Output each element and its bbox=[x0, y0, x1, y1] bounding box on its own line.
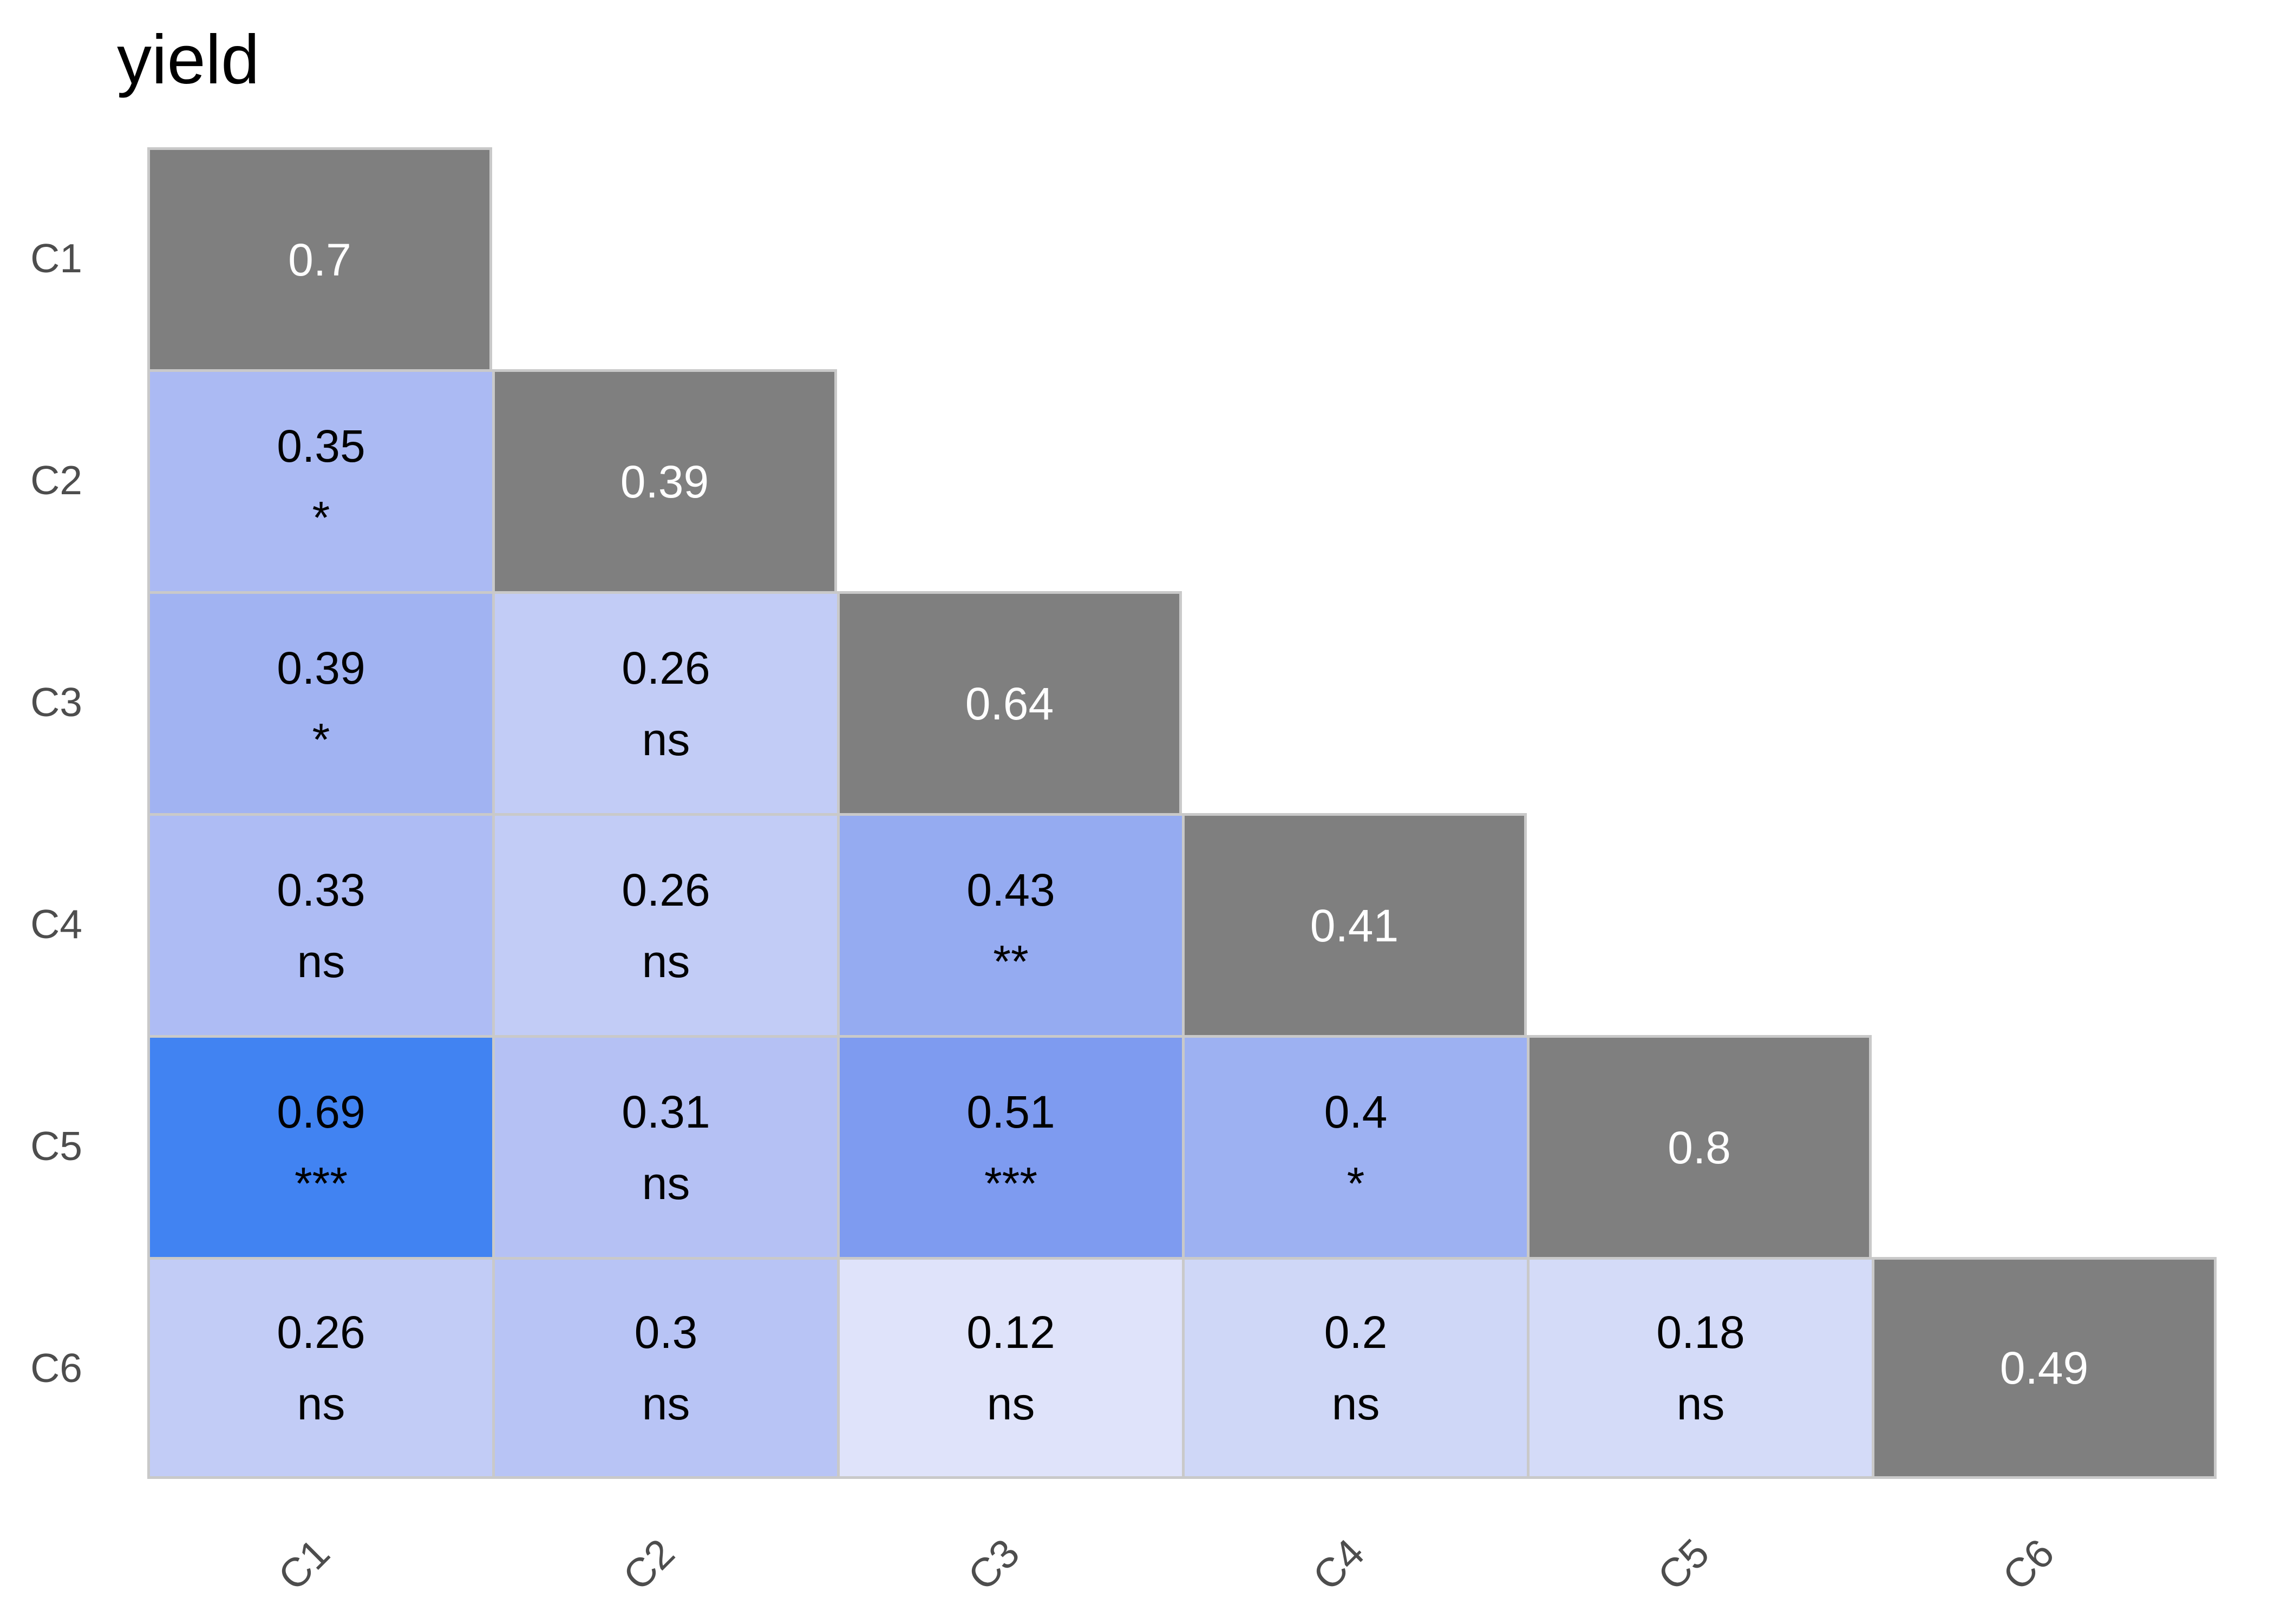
y-axis-label-c2: C2 bbox=[30, 457, 82, 503]
cell-value: 0.49 bbox=[1999, 1343, 2089, 1393]
matrix-cell-c5-c4: 0.4 * bbox=[1182, 1035, 1527, 1257]
cell-value: 0.12 bbox=[966, 1307, 1055, 1358]
x-axis-label-c1: C1 bbox=[269, 1530, 338, 1599]
matrix-cell-c6-c4: 0.2 ns bbox=[1182, 1257, 1527, 1479]
cell-significance: ns bbox=[297, 1378, 345, 1429]
cell-significance: *** bbox=[984, 1157, 1038, 1209]
x-axis-label-c4: C4 bbox=[1303, 1530, 1373, 1599]
matrix-cell-c5-c2: 0.31 ns bbox=[492, 1035, 837, 1257]
matrix-cell-c6-c2: 0.3 ns bbox=[492, 1257, 837, 1479]
cell-significance: ns bbox=[297, 935, 345, 987]
y-axis-label-c5: C5 bbox=[30, 1123, 82, 1169]
y-axis-label-c6: C6 bbox=[30, 1345, 82, 1391]
cell-value: 0.39 bbox=[620, 456, 709, 507]
matrix-cell-c5-c1: 0.69 *** bbox=[147, 1035, 492, 1257]
cell-significance: ns bbox=[642, 1378, 690, 1429]
cell-significance: ns bbox=[642, 935, 690, 987]
matrix-cell-c4-c1: 0.33 ns bbox=[147, 813, 492, 1035]
cell-value: 0.26 bbox=[622, 864, 710, 915]
matrix-cell-c6-c5: 0.18 ns bbox=[1527, 1257, 1872, 1479]
cell-value: 0.31 bbox=[622, 1086, 710, 1137]
cell-significance: ns bbox=[1331, 1378, 1380, 1429]
cell-significance: ns bbox=[986, 1378, 1035, 1429]
y-axis-label-c4: C4 bbox=[30, 901, 82, 947]
y-axis-label-c3: C3 bbox=[30, 679, 82, 725]
matrix-cell-c3-c3: 0.64 bbox=[837, 591, 1182, 813]
matrix-cell-c6-c3: 0.12 ns bbox=[837, 1257, 1182, 1479]
x-axis-label-c3: C3 bbox=[958, 1530, 1028, 1599]
cell-significance: * bbox=[312, 492, 330, 543]
x-axis-label-c6: C6 bbox=[1993, 1530, 2063, 1599]
cell-value: 0.26 bbox=[277, 1307, 365, 1358]
cell-significance: ns bbox=[1676, 1378, 1725, 1429]
matrix-cell-c6-c1: 0.26 ns bbox=[147, 1257, 492, 1479]
cell-value: 0.26 bbox=[622, 642, 710, 693]
cell-value: 0.2 bbox=[1324, 1307, 1388, 1358]
cell-value: 0.51 bbox=[966, 1086, 1055, 1137]
cell-significance: ns bbox=[642, 713, 690, 765]
cell-value: 0.7 bbox=[288, 234, 351, 285]
chart-title: yield bbox=[117, 21, 260, 99]
matrix-cell-c2-c2: 0.39 bbox=[492, 369, 837, 591]
x-axis-label-c2: C2 bbox=[613, 1530, 683, 1599]
cell-significance: ** bbox=[993, 935, 1029, 987]
cell-value: 0.3 bbox=[634, 1307, 698, 1358]
cell-value: 0.35 bbox=[277, 420, 365, 472]
matrix-cell-c4-c2: 0.26 ns bbox=[492, 813, 837, 1035]
matrix-cell-c1-c1: 0.7 bbox=[147, 147, 492, 369]
cell-value: 0.8 bbox=[1668, 1122, 1731, 1173]
x-axis-label-c5: C5 bbox=[1648, 1530, 1718, 1599]
matrix-cell-c4-c3: 0.43 ** bbox=[837, 813, 1182, 1035]
cell-significance: *** bbox=[294, 1157, 348, 1209]
cell-value: 0.4 bbox=[1324, 1086, 1388, 1137]
matrix-cell-c5-c5: 0.8 bbox=[1527, 1035, 1872, 1257]
matrix-cell-c5-c3: 0.51 *** bbox=[837, 1035, 1182, 1257]
matrix-cell-c2-c1: 0.35 * bbox=[147, 369, 492, 591]
y-axis-label-c1: C1 bbox=[30, 235, 82, 281]
cell-value: 0.39 bbox=[277, 642, 365, 693]
cell-significance: * bbox=[1347, 1157, 1365, 1209]
cell-value: 0.43 bbox=[966, 864, 1055, 915]
cell-value: 0.41 bbox=[1310, 900, 1399, 951]
cell-significance: * bbox=[312, 713, 330, 765]
matrix-cell-c3-c2: 0.26 ns bbox=[492, 591, 837, 813]
heatmap-grid: 0.7 0.35 * 0.39 0.39 * 0.26 ns 0.64 0.33 ns 0.26 ns 0… bbox=[147, 147, 2217, 1479]
cell-value: 0.33 bbox=[277, 864, 365, 915]
matrix-cell-c3-c1: 0.39 * bbox=[147, 591, 492, 813]
matrix-cell-c4-c4: 0.41 bbox=[1182, 813, 1527, 1035]
matrix-cell-c6-c6: 0.49 bbox=[1872, 1257, 2217, 1479]
cell-value: 0.64 bbox=[965, 678, 1054, 729]
cell-value: 0.69 bbox=[277, 1086, 365, 1137]
cell-significance: ns bbox=[642, 1157, 690, 1209]
cell-value: 0.18 bbox=[1656, 1307, 1745, 1358]
